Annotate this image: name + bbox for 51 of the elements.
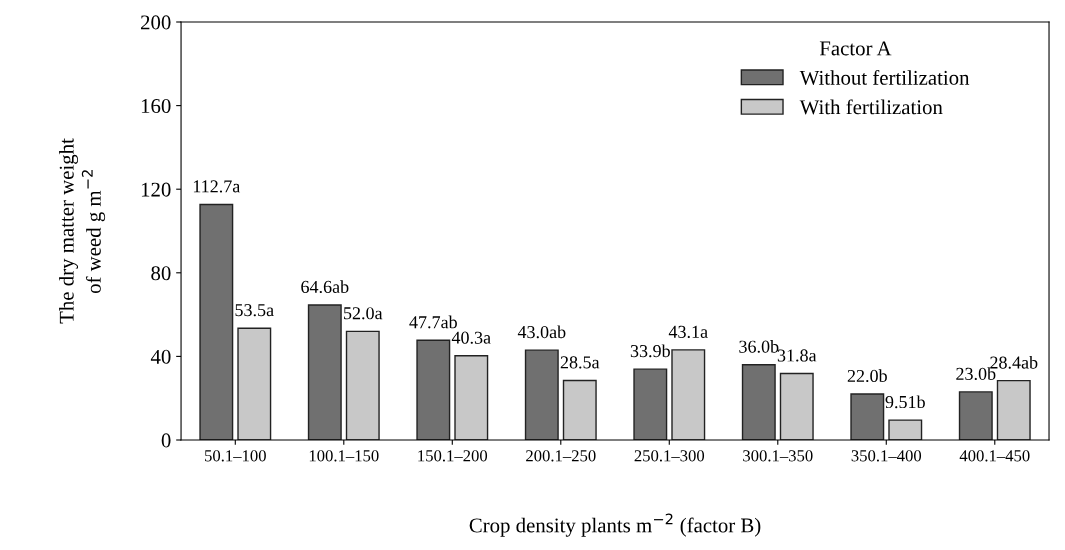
data-label: 47.7ab (409, 315, 457, 329)
x-tick-label: 200.1–250 (526, 450, 596, 462)
bar (307, 304, 342, 440)
data-label: 64.6ab (301, 280, 349, 294)
bar (996, 379, 1031, 440)
x-tick-label: 150.1–200 (418, 450, 488, 462)
data-label: 28.5a (560, 356, 600, 369)
x-tick-label: 350.1–400 (851, 450, 922, 462)
bar (199, 203, 234, 440)
data-label: 22.0b (847, 369, 887, 383)
x-tick-label: 250.1–300 (634, 450, 705, 462)
data-label: 33.9b (630, 344, 670, 358)
y-tick-label: 160 (141, 98, 171, 114)
y-axis-title: The dry matter weight of weed g m$^{−2}$ (59, 138, 106, 324)
x-tick-label: 400.1–450 (959, 450, 1030, 462)
data-label: 43.1a (668, 325, 708, 338)
data-label: 23.0b (956, 367, 996, 381)
x-tick-label: 100.1–150 (309, 450, 379, 462)
data-label: 36.0b (739, 340, 779, 353)
bar (779, 372, 814, 440)
bar (850, 393, 885, 440)
bar (524, 349, 559, 440)
bar (671, 349, 706, 440)
legend-label: With fertilization (799, 99, 943, 115)
data-label: 52.0a (344, 307, 383, 320)
x-tick-label: 50.1–100 (205, 450, 266, 462)
data-label: 40.3a (451, 331, 491, 344)
data-label: 43.0ab (517, 325, 566, 339)
bar (237, 327, 272, 440)
bar (454, 355, 489, 440)
legend-title: Factor A (819, 41, 892, 56)
data-label: 53.5a (235, 304, 274, 317)
y-tick-label: 120 (141, 182, 171, 197)
bar (345, 330, 380, 440)
x-tick-label: 300.1–350 (743, 450, 813, 462)
bar (741, 364, 776, 440)
bar (958, 391, 993, 440)
bar (416, 339, 451, 440)
bar (562, 379, 597, 440)
data-label: 28.4ab (990, 355, 1038, 369)
data-label: 112.7a (193, 180, 241, 193)
legend-label: Without fertilization (799, 69, 970, 85)
y-tick-label: 0 (161, 433, 171, 448)
bar (888, 419, 923, 440)
data-label: 9.51b (885, 395, 925, 409)
bar (633, 368, 668, 440)
data-label: 31.8a (777, 349, 817, 362)
y-tick-label: 80 (151, 266, 171, 281)
y-tick-label: 40 (150, 349, 171, 364)
y-tick-label: 200 (140, 15, 171, 30)
x-axis-title: Crop density plants m$^{−2}$ (factor B) (469, 513, 761, 537)
